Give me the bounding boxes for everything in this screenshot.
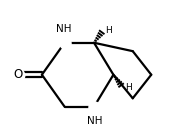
Text: H: H: [105, 26, 112, 35]
Text: NH: NH: [56, 24, 72, 33]
Text: O: O: [14, 68, 23, 81]
Text: H: H: [125, 83, 131, 92]
Text: NH: NH: [87, 116, 103, 126]
